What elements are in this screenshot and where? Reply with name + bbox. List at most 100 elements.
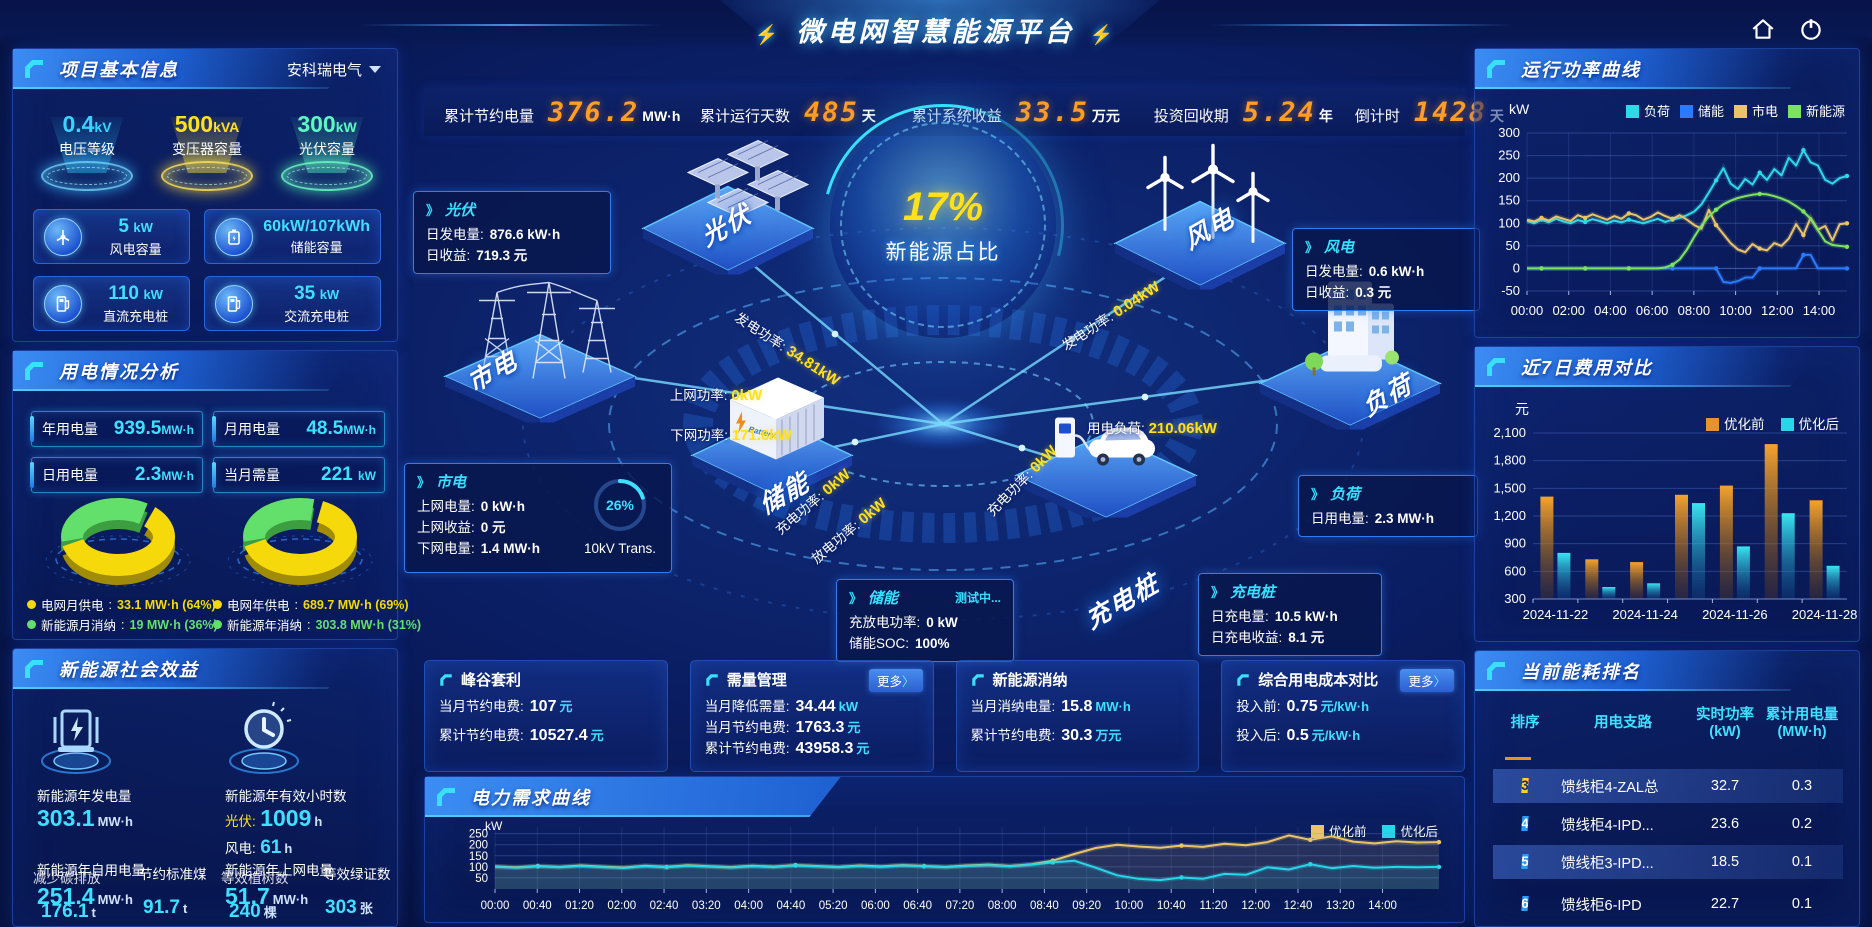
- benefit-label: 新能源年上网电量: [225, 863, 333, 878]
- node-pv: [633, 125, 823, 281]
- card-storage-capacity: 60kW/107kWh 储能容量: [204, 209, 381, 264]
- svg-text:11:20: 11:20: [1200, 900, 1228, 912]
- svg-text:08:00: 08:00: [988, 900, 1017, 912]
- card-cost-compare: 综合用电成本对比 更多〉 投入前: 0.75 元/kW·h 投入后: 0.5 元/kW·…: [1221, 660, 1465, 772]
- svg-text:200: 200: [1498, 170, 1520, 185]
- panel-header: 新能源社会效益: [13, 649, 359, 689]
- beacon-base: [41, 161, 133, 191]
- battery-icon: [215, 217, 254, 256]
- status-badge: 测试中...: [954, 591, 1001, 605]
- card-corner-icon: [440, 673, 452, 686]
- svg-text:02:40: 02:40: [650, 900, 679, 912]
- panel-title: 当前能耗排名: [1521, 662, 1641, 682]
- svg-text:250: 250: [1498, 148, 1520, 163]
- table-header: 排序 用电支路 实时功率 (kW) 累计用电量 (MW·h): [1510, 707, 1839, 740]
- benefit-cert-value: 303 张: [325, 897, 373, 918]
- beacon-label: 光伏容量: [299, 141, 355, 157]
- panel-cost-compare: 近7日费用对比 元 优化前 优化后 2,100 1,800 1,500 1,200 90…: [1474, 346, 1860, 642]
- rank-badge: 3: [1521, 778, 1529, 793]
- header-divider: [1505, 757, 1531, 760]
- benefit-label: 新能源年发电量: [37, 789, 132, 804]
- kpi-label: 倒计时: [1354, 107, 1400, 125]
- svg-text:05:20: 05:20: [819, 900, 848, 912]
- svg-text:04:00: 04:00: [1594, 303, 1627, 318]
- card-peak-valley: 峰谷套利 当月节约电费: 107 元 累计节约电费: 10527.4 元: [424, 660, 668, 772]
- svg-text:2024-11-22: 2024-11-22: [1523, 607, 1589, 622]
- beacon-base: [281, 161, 373, 191]
- stat-month-usage: 月用电量 48.5MW·h: [212, 411, 385, 447]
- svg-text:-50: -50: [1501, 283, 1520, 298]
- home-button[interactable]: [1746, 14, 1780, 44]
- beacon-value: 0.4kV: [27, 111, 147, 138]
- table-row[interactable]: 4 馈线柜4-IPD... 23.6 0.2: [1521, 816, 1813, 834]
- demand-chart: 00:00 00:40 01:20 02:00 02:40 03:20 04:00 04:40…: [469, 827, 1442, 912]
- panel-title: 近7日费用对比: [1521, 358, 1654, 378]
- kpi-value: 376.2: [548, 96, 640, 128]
- top-bar: ⚡ 微电网智慧能源平台 ⚡: [0, 0, 1872, 50]
- svg-text:300: 300: [1498, 125, 1520, 140]
- panel-title: 用电情况分析: [59, 362, 179, 382]
- card-charger: 》充电桩 日充电量: 10.5 kW·h 日充电收益: 8.1 元: [1198, 573, 1382, 656]
- svg-text:100: 100: [1498, 215, 1520, 230]
- table-row[interactable]: 6 馈线柜6-IPD 22.7 0.1: [1521, 896, 1813, 914]
- svg-text:100: 100: [469, 862, 488, 874]
- panel-power-curve: 运行功率曲线 kW 负荷 储能 市电 新能源 00:00 02:00 04:00 06…: [1474, 48, 1860, 338]
- benefit-tree-value: 240 棵: [229, 901, 277, 922]
- flow-load-power: 用电负荷: 210.06kW: [1087, 420, 1217, 437]
- svg-text:200: 200: [469, 840, 488, 852]
- card-pv: 》光伏 日发电量: 876.6 kW·h 日收益: 719.3 元: [413, 191, 611, 274]
- y-axis-unit: kW: [1509, 101, 1530, 117]
- table-row[interactable]: 3 馈线柜4-ZAL总 32.7 0.3: [1493, 769, 1843, 803]
- chart-legend: 负荷 储能 市电 新能源: [1625, 101, 1845, 120]
- power-button[interactable]: [1794, 14, 1828, 44]
- node-wind: [1105, 130, 1295, 296]
- wind-turbine-icon: [44, 217, 82, 256]
- svg-text:2024-11-26: 2024-11-26: [1702, 607, 1768, 622]
- more-button[interactable]: 更多〉: [1400, 669, 1454, 692]
- benefit-coal-value: 91.7 t: [143, 897, 188, 918]
- panel-corner-icon: [23, 360, 45, 387]
- more-button[interactable]: 更多〉: [868, 669, 923, 692]
- benefit-label: 等效绿证数: [323, 867, 391, 882]
- stat-month-demand: 当月需量 221 kW: [212, 457, 385, 493]
- card-corner-icon: [706, 673, 718, 686]
- kpi-payback: 投资回收期 5.24 年 倒计时 1428 天: [1138, 97, 1520, 128]
- arrow-icon: 》: [1305, 240, 1318, 255]
- kpi-energy-saved: 累计节约电量 376.2 MW·h: [428, 97, 680, 128]
- card-ac-charger: 35 kW 交流充电桩: [204, 276, 381, 331]
- svg-text:06:00: 06:00: [861, 900, 890, 912]
- svg-text:08:40: 08:40: [1030, 900, 1059, 912]
- beacon-value: 300kW: [267, 111, 387, 138]
- benefit-label: 等效植树数: [221, 871, 289, 886]
- flow-down-power: 下网功率: 171.6kW: [670, 427, 792, 444]
- panel-corner-icon: [1485, 660, 1507, 687]
- flow-up-power: 上网功率: 0kW: [669, 387, 763, 404]
- beacon-voltage: 0.4kV 电压等级: [27, 111, 147, 191]
- panel-corner-icon: [1485, 58, 1507, 85]
- y-axis-unit: 元: [1515, 401, 1529, 417]
- svg-text:06:00: 06:00: [1636, 303, 1669, 318]
- svg-text:1,800: 1,800: [1493, 453, 1526, 468]
- rank-badge: 5: [1521, 854, 1529, 869]
- title-line-right: [1212, 24, 1512, 26]
- svg-text:06:40: 06:40: [903, 900, 932, 912]
- svg-text:13:20: 13:20: [1326, 900, 1355, 912]
- kpi-value: 5.24: [1242, 96, 1316, 128]
- card-corner-icon: [1237, 673, 1249, 686]
- table-row[interactable]: 5 馈线柜3-IPD... 18.5 0.1: [1493, 845, 1843, 879]
- chart-legend: 优化前 优化后: [1706, 413, 1839, 433]
- svg-text:12:00: 12:00: [1761, 303, 1794, 318]
- svg-text:2024-11-28: 2024-11-28: [1792, 607, 1858, 622]
- panel-energy-ranking: 当前能耗排名 排序 用电支路 实时功率 (kW) 累计用电量 (MW·h) 3 馈线…: [1474, 650, 1860, 927]
- panel-corner-icon: [23, 658, 45, 685]
- panel-corner-icon: [23, 58, 45, 85]
- svg-text:250: 250: [469, 829, 488, 841]
- svg-text:07:20: 07:20: [946, 900, 975, 912]
- card-grid: 》市电 上网电量: 0 kW·h 上网收益: 0 元 下网电量: 1.4 MW·h 2…: [404, 463, 672, 573]
- company-select[interactable]: 安科瑞电气: [287, 59, 381, 80]
- svg-text:08:00: 08:00: [1678, 303, 1711, 318]
- panel-usage-analysis: 用电情况分析 年用电量 939.5MW·h 月用电量 48.5MW·h 日用电量 2.…: [12, 350, 421, 640]
- power-curve-chart: 00:00 02:00 04:00 06:00 08:00 10:00 12:00 14:00…: [1498, 125, 1850, 318]
